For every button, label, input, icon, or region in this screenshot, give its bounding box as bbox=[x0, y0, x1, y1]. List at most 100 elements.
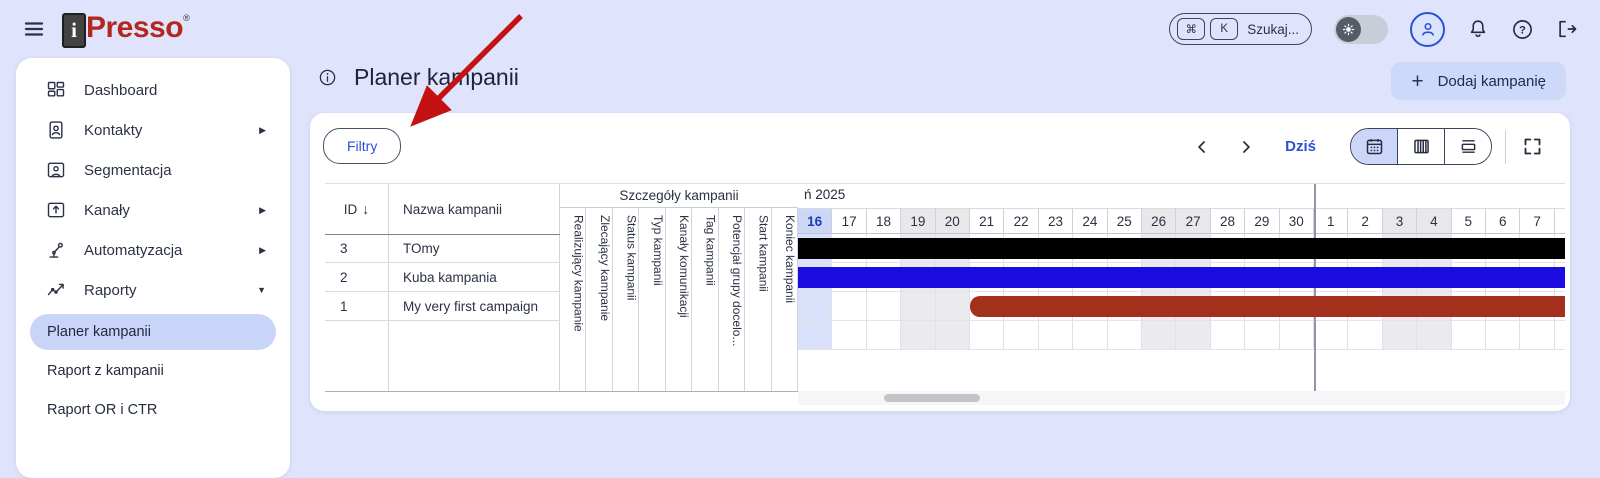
add-campaign-button[interactable]: + Dodaj kampanię bbox=[1391, 62, 1566, 100]
sidebar-item-kana-y[interactable]: Kanały ▶ bbox=[16, 190, 290, 230]
horizontal-scrollbar[interactable] bbox=[798, 391, 1565, 405]
top-bar: i Presso ® ⌘ K Szukaj... ? bbox=[0, 0, 1600, 58]
calendar-view-button[interactable] bbox=[1351, 129, 1397, 164]
planner-panel: Filtry Dziś bbox=[310, 113, 1570, 411]
cmd-keycap: ⌘ bbox=[1177, 18, 1206, 40]
filters-button[interactable]: Filtry bbox=[323, 128, 402, 164]
day-body-column bbox=[1004, 234, 1039, 350]
table-row[interactable]: 2 Kuba kampania bbox=[325, 263, 560, 292]
logo-registered-mark: ® bbox=[183, 12, 190, 23]
day-body-column bbox=[1073, 234, 1108, 350]
id-column-header[interactable]: ID ↓ bbox=[325, 184, 388, 234]
day-cell: 24 bbox=[1073, 208, 1108, 234]
campaign-id: 1 bbox=[340, 298, 348, 314]
notifications-bell-icon[interactable] bbox=[1467, 18, 1489, 40]
person-icon bbox=[1418, 19, 1438, 39]
day-column: 17 bbox=[832, 184, 867, 391]
month-row-spacer bbox=[1245, 184, 1279, 208]
month-row-spacer bbox=[1004, 184, 1038, 208]
logo-i-block: i bbox=[62, 12, 86, 48]
logout-icon[interactable] bbox=[1556, 18, 1578, 40]
day-body-column bbox=[1245, 234, 1280, 350]
sidebar-item-kontakty[interactable]: Kontakty ▶ bbox=[16, 110, 290, 150]
prev-period-button[interactable] bbox=[1189, 134, 1215, 160]
help-icon[interactable]: ? bbox=[1511, 18, 1534, 41]
day-cell: 7 bbox=[1520, 208, 1555, 234]
detail-column-header: Tag kampanii bbox=[692, 208, 719, 391]
toolbar-divider bbox=[1505, 129, 1506, 164]
rows-view-button[interactable] bbox=[1444, 129, 1491, 164]
day-cell: 28 bbox=[1210, 208, 1246, 234]
sidebar-item-segmentacja[interactable]: Segmentacja bbox=[16, 150, 290, 190]
month-row-spacer bbox=[1280, 184, 1314, 208]
month-row-spacer bbox=[901, 184, 935, 208]
sidebar-item-automatyzacja[interactable]: Automatyzacja ▶ bbox=[16, 230, 290, 270]
month-row-spacer bbox=[1452, 184, 1486, 208]
header-divider bbox=[325, 234, 560, 235]
day-column: 7 bbox=[1520, 184, 1555, 391]
k-keycap: K bbox=[1210, 18, 1239, 40]
fullscreen-button[interactable] bbox=[1519, 134, 1545, 160]
day-column: 23 bbox=[1038, 184, 1074, 391]
day-body-column bbox=[1520, 234, 1555, 350]
day-column: 5 bbox=[1451, 184, 1486, 391]
next-period-button[interactable] bbox=[1233, 134, 1259, 160]
sidebar-item-label: Kontakty bbox=[84, 121, 143, 139]
columns-view-icon bbox=[1411, 136, 1432, 157]
scrollbar-thumb[interactable] bbox=[884, 394, 980, 402]
month-row-spacer bbox=[1142, 184, 1176, 208]
month-row-spacer bbox=[1073, 184, 1107, 208]
today-button[interactable]: Dziś bbox=[1285, 138, 1316, 155]
details-column-headers: Realizujący kampanie Zlecający kampanie St… bbox=[560, 208, 798, 391]
detail-column-header: Potencjał grupy docelo... bbox=[719, 208, 746, 391]
day-column: 30 bbox=[1279, 184, 1314, 391]
month-row-spacer bbox=[1211, 184, 1245, 208]
day-column: 25 bbox=[1107, 184, 1142, 391]
gantt-bar-tomy[interactable] bbox=[798, 238, 1565, 259]
campaign-name: My very first campaign bbox=[403, 298, 539, 314]
day-cell: 30 bbox=[1279, 208, 1314, 234]
day-cell: 17 bbox=[832, 208, 867, 234]
chevron-right-icon: ▶ bbox=[259, 124, 266, 135]
day-cell: 3 bbox=[1382, 208, 1418, 234]
detail-column-header: Typ kampanii bbox=[639, 208, 666, 391]
channels-icon bbox=[46, 200, 66, 220]
info-icon[interactable] bbox=[318, 68, 337, 87]
day-column: 22 bbox=[1004, 184, 1039, 391]
ipresso-logo[interactable]: i Presso ® bbox=[62, 11, 190, 48]
search-input[interactable]: ⌘ K Szukaj... bbox=[1169, 13, 1312, 45]
detail-column-header: Start kampanii bbox=[745, 208, 772, 391]
day-cell: 6 bbox=[1486, 208, 1521, 234]
reports-icon bbox=[46, 280, 66, 300]
theme-toggle[interactable] bbox=[1334, 14, 1388, 44]
contacts-icon bbox=[46, 120, 66, 140]
sidebar: Dashboard Kontakty ▶ Segmentacja Kanały ▶ Auto… bbox=[16, 58, 290, 478]
chevron-right-icon: ▶ bbox=[259, 204, 266, 215]
day-body-column bbox=[1451, 234, 1486, 350]
dashboard-icon bbox=[46, 80, 66, 100]
sidebar-subitem-raport-z-kampanii[interactable]: Raport z kampanii bbox=[47, 363, 164, 379]
detail-column-header: Status kampanii bbox=[613, 208, 640, 391]
day-cell: 21 bbox=[970, 208, 1005, 234]
gantt-bar-my-very-first-campaign[interactable] bbox=[970, 296, 1565, 317]
columns-view-button[interactable] bbox=[1397, 129, 1444, 164]
sidebar-subitem-raport-or-i-ctr[interactable]: Raport OR i CTR bbox=[47, 402, 158, 418]
sidebar-subnav: Planer kampanii Raport z kampanii Raport O… bbox=[16, 314, 290, 428]
table-row[interactable]: 1 My very first campaign bbox=[325, 292, 560, 321]
sidebar-subitem-planer-kampanii[interactable]: Planer kampanii bbox=[30, 314, 276, 350]
day-column: 28 bbox=[1210, 184, 1246, 391]
gantt-bar-kuba-kampania[interactable] bbox=[798, 267, 1565, 288]
details-group-header: Szczegóły kampanii bbox=[560, 184, 798, 208]
user-avatar[interactable] bbox=[1410, 11, 1445, 47]
hamburger-menu-icon[interactable] bbox=[22, 17, 46, 41]
month-row-spacer bbox=[970, 184, 1004, 208]
sidebar-nav: Dashboard Kontakty ▶ Segmentacja Kanały ▶ Auto… bbox=[16, 70, 290, 310]
segmentation-icon bbox=[46, 160, 66, 180]
table-row[interactable]: 3 TOmy bbox=[325, 234, 560, 263]
month-row-spacer bbox=[1348, 184, 1382, 208]
sidebar-item-dashboard[interactable]: Dashboard bbox=[16, 70, 290, 110]
name-column-header[interactable]: Nazwa kampanii bbox=[403, 201, 503, 217]
sidebar-item-raporty[interactable]: Raporty ▼ bbox=[16, 270, 290, 310]
detail-column-header: Kanały komunikacji bbox=[666, 208, 693, 391]
search-placeholder: Szukaj... bbox=[1247, 21, 1299, 37]
